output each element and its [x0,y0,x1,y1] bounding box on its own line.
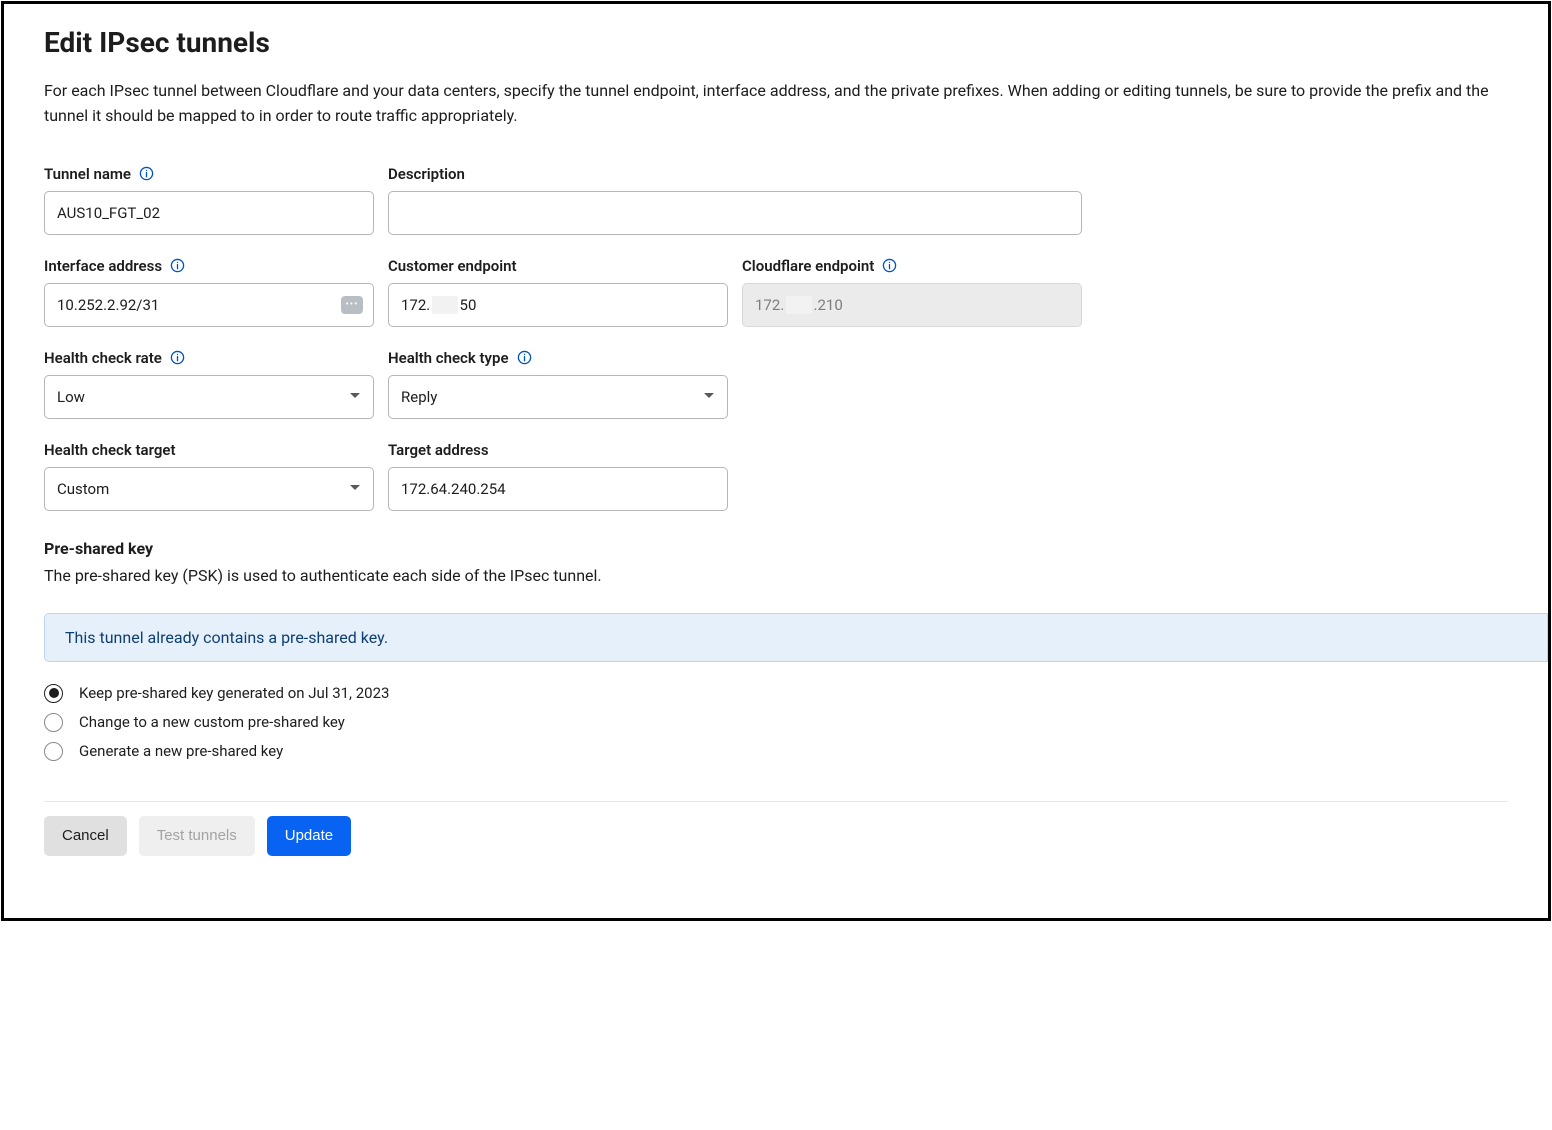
label-text: Health check target [44,441,176,459]
psk-section: Pre-shared key The pre-shared key (PSK) … [44,539,1508,761]
info-icon[interactable] [170,350,185,365]
field-interface-address: Interface address 10.252.2.92/31 [44,257,374,327]
psk-description: The pre-shared key (PSK) is used to auth… [44,566,1508,585]
radio-icon [44,684,63,703]
field-customer-endpoint: Customer endpoint 172.00050 [388,257,728,327]
psk-radio-group: Keep pre-shared key generated on Jul 31,… [44,684,1508,761]
empty-cell [742,441,1082,511]
keypad-icon[interactable] [341,296,363,314]
label-tunnel-name: Tunnel name [44,165,374,183]
label-health-check-rate: Health check rate [44,349,374,367]
radio-icon [44,713,63,732]
select-value: Reply [401,388,437,406]
info-icon[interactable] [139,166,154,181]
chevron-down-icon [349,388,361,406]
health-check-rate-select[interactable]: Low [44,375,374,419]
cloudflare-endpoint-input: 172.000.210 [742,283,1082,327]
empty-cell [742,349,1082,419]
ep-prefix: 172. [755,296,784,314]
page-title: Edit IPsec tunnels [44,26,1508,59]
label-health-check-type: Health check type [388,349,728,367]
ep-suffix: 50 [460,296,477,314]
psk-option-generate[interactable]: Generate a new pre-shared key [44,742,1508,761]
test-tunnels-button[interactable]: Test tunnels [139,816,255,856]
label-text: Target address [388,441,489,459]
radio-label: Keep pre-shared key generated on Jul 31,… [79,684,389,702]
cancel-button[interactable]: Cancel [44,816,127,856]
ep-prefix: 172. [401,296,430,314]
ep-suffix: .210 [814,296,843,314]
info-icon[interactable] [170,258,185,273]
tunnel-name-input[interactable]: AUS10_FGT_02 [44,191,374,235]
target-address-input[interactable]: 172.64.240.254 [388,467,728,511]
interface-address-input[interactable]: 10.252.2.92/31 [44,283,374,327]
field-health-check-rate: Health check rate Low [44,349,374,419]
info-icon[interactable] [882,258,897,273]
field-health-check-target: Health check target Custom [44,441,374,511]
info-icon[interactable] [517,350,532,365]
form-panel: Edit IPsec tunnels For each IPsec tunnel… [1,1,1551,921]
psk-option-custom[interactable]: Change to a new custom pre-shared key [44,713,1508,732]
label-cloudflare-endpoint: Cloudflare endpoint [742,257,1082,275]
form-grid: Tunnel name AUS10_FGT_02 Description Int… [44,165,1508,511]
field-description: Description [388,165,1082,235]
chevron-down-icon [349,480,361,498]
health-check-target-select[interactable]: Custom [44,467,374,511]
redacted: 000 [432,296,457,314]
select-value: Custom [57,480,109,498]
redacted: 000 [786,296,811,314]
button-row: Cancel Test tunnels Update [44,801,1508,856]
psk-info-banner: This tunnel already contains a pre-share… [44,613,1548,662]
label-text: Tunnel name [44,165,131,183]
label-description: Description [388,165,1082,183]
label-text: Health check type [388,349,509,367]
field-health-check-type: Health check type Reply [388,349,728,419]
label-target-address: Target address [388,441,728,459]
row-spacer [44,239,1082,253]
label-text: Customer endpoint [388,257,517,275]
psk-option-keep[interactable]: Keep pre-shared key generated on Jul 31,… [44,684,1508,703]
label-text: Description [388,165,465,183]
row-spacer [44,331,1082,345]
label-text: Health check rate [44,349,162,367]
label-text: Cloudflare endpoint [742,257,874,275]
field-tunnel-name: Tunnel name AUS10_FGT_02 [44,165,374,235]
field-target-address: Target address 172.64.240.254 [388,441,728,511]
field-cloudflare-endpoint: Cloudflare endpoint 172.000.210 [742,257,1082,327]
label-health-check-target: Health check target [44,441,374,459]
psk-heading: Pre-shared key [44,539,1508,558]
row-spacer [44,423,1082,437]
select-value: Low [57,388,85,406]
label-customer-endpoint: Customer endpoint [388,257,728,275]
description-input[interactable] [388,191,1082,235]
customer-endpoint-input[interactable]: 172.00050 [388,283,728,327]
input-value: 10.252.2.92/31 [57,296,159,314]
chevron-down-icon [703,388,715,406]
radio-icon [44,742,63,761]
label-interface-address: Interface address [44,257,374,275]
radio-label: Change to a new custom pre-shared key [79,713,345,731]
health-check-type-select[interactable]: Reply [388,375,728,419]
label-text: Interface address [44,257,162,275]
update-button[interactable]: Update [267,816,351,856]
page-description: For each IPsec tunnel between Cloudflare… [44,79,1508,129]
radio-label: Generate a new pre-shared key [79,742,283,760]
